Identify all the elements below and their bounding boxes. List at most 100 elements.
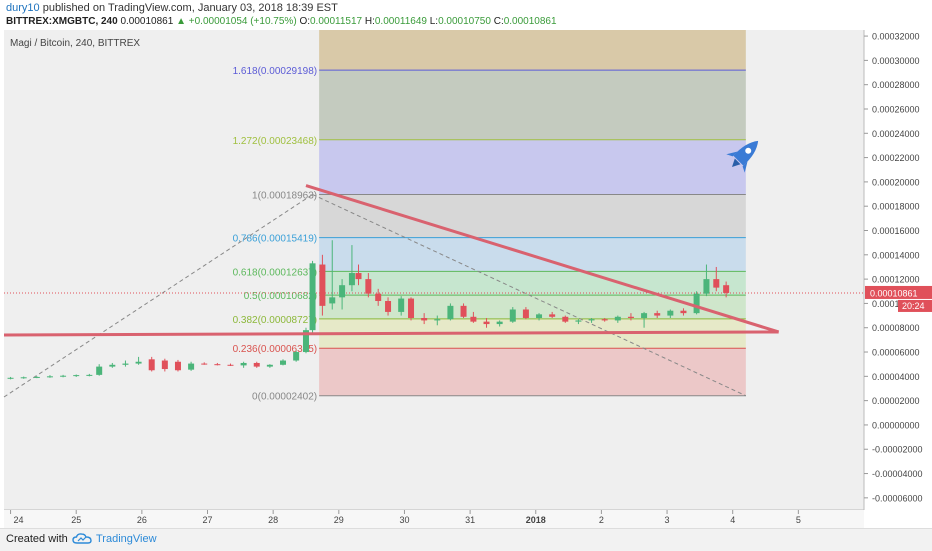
countdown-label: 20:24 <box>902 301 925 311</box>
fib-zone <box>319 271 746 296</box>
x-tick-label: 3 <box>665 515 670 525</box>
candle-body <box>20 377 27 379</box>
y-tick-label: 0.00030000 <box>872 56 920 66</box>
candlestick-chart[interactable]: 1.618(0.00029198) 1.272(0.00023468) 1(0.00… <box>0 30 932 528</box>
candle-body <box>201 363 208 365</box>
candle-body <box>483 321 490 325</box>
candle-body <box>148 359 155 371</box>
publish-info: published on TradingView.com, January 03… <box>42 2 338 14</box>
candle-body <box>496 321 503 325</box>
candle-body <box>355 273 362 280</box>
candle-body <box>434 319 441 321</box>
candle-body <box>309 263 316 331</box>
fib-level-label: 0.382(0.00008727) <box>233 315 318 326</box>
candle-body <box>135 361 142 364</box>
fib-zone <box>319 194 746 238</box>
high-label: H: <box>364 16 375 27</box>
low-label: L: <box>429 16 439 27</box>
candle-body <box>601 319 608 321</box>
y-tick-label: 0.00006000 <box>872 348 920 358</box>
chart-title: Magi / Bitcoin, 240, BITTREX <box>10 38 140 49</box>
fib-anchor-dash-left <box>3 194 313 398</box>
candle-body <box>253 362 260 367</box>
candle-body <box>375 293 382 301</box>
fib-zone <box>319 70 746 140</box>
candle-body <box>398 298 405 312</box>
x-tick-label: 2018 <box>526 515 546 525</box>
candle-body <box>509 309 516 322</box>
low-value: 0.00010750 <box>438 16 491 27</box>
last-price-tag <box>865 285 932 299</box>
high-value: 0.00011649 <box>374 16 427 27</box>
x-tick-label: 28 <box>268 515 278 525</box>
y-tick-label: 0.00010000 <box>872 299 920 309</box>
y-tick-label: -0.00006000 <box>872 493 923 503</box>
candle-body <box>96 366 103 375</box>
fib-anchor-dash-right <box>312 194 747 397</box>
candle-body <box>293 352 300 361</box>
horizontal-support-line <box>3 330 779 337</box>
fib-level-label: 1(0.00018963) <box>252 191 317 202</box>
candle-body <box>339 285 346 298</box>
fib-level-label: 0.236(0.00006315) <box>233 344 318 355</box>
x-tick-label: 29 <box>334 515 344 525</box>
candle-body <box>680 310 687 314</box>
candle-body <box>161 360 168 370</box>
candle-body <box>562 316 569 322</box>
y-tick-label: 0.00032000 <box>872 32 920 42</box>
y-tick-label: 0.00012000 <box>872 275 920 285</box>
x-tick-label: 26 <box>137 515 147 525</box>
tradingview-cloud-icon[interactable] <box>72 532 92 546</box>
candle-body <box>86 374 93 376</box>
candle-body <box>33 376 40 378</box>
tradingview-brand-link[interactable]: TradingView <box>96 533 157 545</box>
fib-zone-top <box>319 30 746 71</box>
x-tick-label: 27 <box>203 515 213 525</box>
chart-header: dury10 published on TradingView.com, Jan… <box>0 0 932 30</box>
publish-line: dury10 published on TradingView.com, Jan… <box>6 2 338 14</box>
fib-level-label: 0.5(0.00010682) <box>244 291 317 302</box>
x-tick-label: 25 <box>71 515 81 525</box>
candle-body <box>329 297 336 304</box>
y-tick-label: 0.00018000 <box>872 202 920 212</box>
close-label: C: <box>493 16 504 27</box>
candle-body <box>266 364 273 367</box>
x-tick-label: 30 <box>399 515 409 525</box>
descending-trendline <box>305 184 780 334</box>
last-price: 0.00010861 <box>120 16 174 27</box>
candle-body <box>240 362 247 366</box>
candle-body <box>641 313 648 318</box>
author-link[interactable]: dury10 <box>6 2 40 14</box>
candle-body <box>470 316 477 322</box>
created-with-label: Created with <box>6 533 68 545</box>
candle-body <box>46 376 53 378</box>
candle-body <box>421 318 428 321</box>
candle-body <box>385 300 392 312</box>
x-tick-label: 5 <box>796 515 801 525</box>
candle-body <box>60 375 67 377</box>
fib-zone <box>319 348 746 396</box>
y-tick-label: 0.00026000 <box>872 104 920 114</box>
candle-body <box>614 316 621 321</box>
candle-body <box>174 361 181 371</box>
countdown-tag <box>898 299 932 312</box>
y-tick-label: 0.00000000 <box>872 420 920 430</box>
candle-body <box>227 364 234 366</box>
candle-body <box>693 293 700 314</box>
candle-body <box>667 310 674 316</box>
y-tick-label: 0.00002000 <box>872 396 920 406</box>
rocket-icon <box>726 140 759 173</box>
fib-zone <box>319 295 746 319</box>
candle-body <box>365 279 372 294</box>
candle-body <box>627 316 634 318</box>
candle-body <box>280 360 287 365</box>
chart-area[interactable]: 1.618(0.00029198) 1.272(0.00023468) 1(0.00… <box>0 30 932 528</box>
candle-body <box>122 363 129 365</box>
candle-body <box>348 273 355 286</box>
candle-body <box>460 305 467 317</box>
candle-body <box>536 314 543 318</box>
open-value: 0.00011517 <box>310 16 363 27</box>
y-tick-label: 0.00022000 <box>872 153 920 163</box>
price-change: +0.00001054 (+10.75%) <box>188 16 297 27</box>
y-tick-label: -0.00002000 <box>872 445 923 455</box>
